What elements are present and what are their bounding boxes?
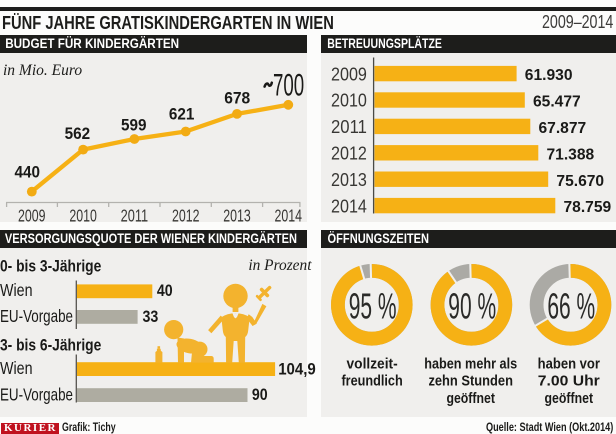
svg-text:2013: 2013 xyxy=(223,206,251,226)
svg-text:7.00 Uhr: 7.00 Uhr xyxy=(537,372,599,389)
svg-text:33: 33 xyxy=(143,306,159,325)
svg-text:2014: 2014 xyxy=(331,195,367,216)
svg-text:3- bis 6-Jährige: 3- bis 6-Jährige xyxy=(0,335,101,354)
svg-text:Wien: Wien xyxy=(0,358,33,378)
svg-text:EU-Vorgabe: EU-Vorgabe xyxy=(0,384,73,404)
svg-text:haben vor: haben vor xyxy=(537,355,599,372)
svg-text:67.877: 67.877 xyxy=(538,120,586,137)
svg-text:2011: 2011 xyxy=(121,206,149,226)
svg-text:66 %: 66 % xyxy=(547,285,595,326)
svg-text:2012: 2012 xyxy=(172,206,200,226)
svg-text:2011: 2011 xyxy=(331,116,367,137)
svg-text:440: 440 xyxy=(15,163,41,182)
svg-text:700: 700 xyxy=(273,67,304,103)
svg-text:90: 90 xyxy=(252,385,268,404)
svg-text:geöffnet: geöffnet xyxy=(544,389,593,406)
svg-text:EU-Vorgabe: EU-Vorgabe xyxy=(0,306,73,326)
svg-text:40: 40 xyxy=(157,281,173,300)
svg-text:2009: 2009 xyxy=(18,206,46,226)
svg-text:104,9: 104,9 xyxy=(278,359,316,378)
svg-text:zehn Stunden: zehn Stunden xyxy=(428,372,513,389)
svg-text:2014: 2014 xyxy=(275,206,303,226)
svg-text:geöffnet: geöffnet xyxy=(446,389,495,406)
svg-text:2010: 2010 xyxy=(69,206,97,226)
svg-text:in Prozent: in Prozent xyxy=(248,257,312,274)
svg-text:75.670: 75.670 xyxy=(556,173,604,190)
svg-text:61.930: 61.930 xyxy=(524,67,572,84)
svg-text:2013: 2013 xyxy=(331,169,367,190)
svg-text:2012: 2012 xyxy=(331,143,367,164)
svg-text:haben mehr als: haben mehr als xyxy=(424,355,517,372)
svg-text:562: 562 xyxy=(65,124,91,143)
svg-text:freundlich: freundlich xyxy=(341,372,402,389)
svg-text:678: 678 xyxy=(224,88,250,107)
svg-text:Wien: Wien xyxy=(0,280,33,300)
svg-text:2009: 2009 xyxy=(331,63,367,84)
svg-text:2010: 2010 xyxy=(331,90,367,111)
svg-text:90 %: 90 % xyxy=(448,285,496,326)
svg-text:95 %: 95 % xyxy=(348,285,396,326)
svg-text:71.388: 71.388 xyxy=(546,146,594,163)
svg-text:0- bis 3-Jährige: 0- bis 3-Jährige xyxy=(0,256,101,275)
svg-text:vollzeit-: vollzeit- xyxy=(346,355,397,372)
svg-text:621: 621 xyxy=(169,105,195,124)
svg-text:599: 599 xyxy=(121,115,147,134)
svg-text:78.759: 78.759 xyxy=(563,199,611,216)
svg-text:65.477: 65.477 xyxy=(533,94,581,111)
